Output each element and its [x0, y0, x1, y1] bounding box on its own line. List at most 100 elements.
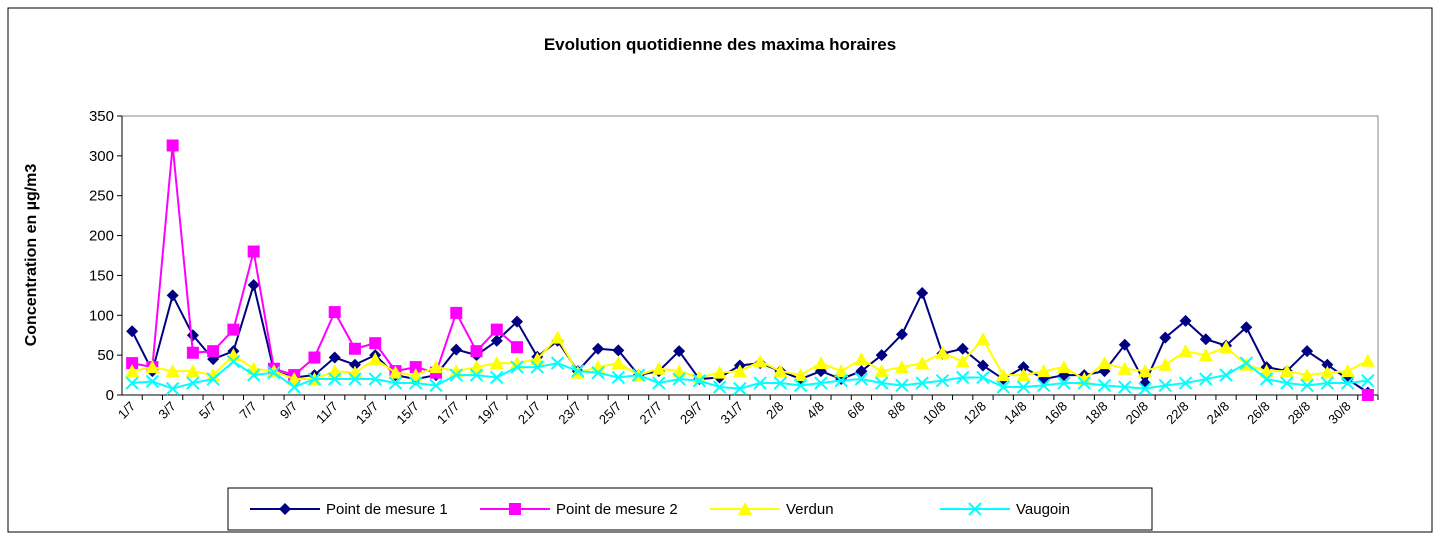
y-tick-label: 50: [97, 347, 114, 364]
data-point: [1138, 381, 1152, 396]
data-point: [1057, 376, 1071, 390]
plot-area: [121, 115, 1379, 396]
data-point: [956, 342, 969, 355]
data-point: [186, 376, 200, 390]
data-point: [489, 356, 504, 370]
data-point: [1361, 373, 1375, 388]
data-point: [976, 370, 990, 385]
data-point: [429, 378, 443, 393]
data-point: [874, 364, 889, 378]
data-point: [935, 345, 950, 359]
data-point: [996, 368, 1011, 382]
data-point: [247, 245, 260, 258]
data-point: [348, 342, 361, 355]
data-point: [1219, 340, 1234, 354]
data-point: [510, 360, 524, 374]
data-point: [165, 381, 180, 396]
data-point: [166, 139, 179, 152]
data-point: [530, 352, 545, 366]
data-point: [1117, 361, 1132, 375]
y-tick-label: 300: [89, 148, 114, 165]
data-point: [469, 368, 484, 382]
data-point: [875, 349, 888, 362]
data-point: [1259, 364, 1274, 378]
legend-marker: [509, 503, 521, 515]
data-point: [449, 364, 464, 378]
data-point: [1300, 368, 1315, 382]
data-point: [186, 346, 199, 359]
data-point: [368, 352, 383, 366]
data-point: [1077, 372, 1092, 386]
data-point: [1179, 314, 1192, 327]
data-point: [1340, 364, 1355, 378]
data-point: [915, 356, 930, 370]
data-point: [490, 370, 504, 385]
data-point: [753, 376, 767, 390]
y-tick-label: 350: [89, 108, 114, 125]
data-point: [550, 330, 565, 344]
data-point: [834, 364, 849, 378]
data-point: [409, 361, 422, 374]
legend-label: Vaugoin: [1016, 501, 1070, 518]
data-point: [1097, 378, 1112, 393]
data-point: [1360, 353, 1375, 367]
data-point: [125, 376, 139, 390]
chart-title: Evolution quotidienne des maxima horaire…: [544, 35, 896, 54]
data-point: [409, 376, 423, 390]
data-point: [915, 376, 929, 390]
data-point: [145, 374, 160, 389]
data-point: [1280, 376, 1294, 390]
data-point: [855, 365, 868, 378]
data-point: [1158, 357, 1173, 371]
data-point: [976, 359, 989, 372]
data-point: [206, 372, 220, 386]
data-point: [125, 364, 140, 378]
data-point: [369, 337, 382, 350]
data-point: [145, 360, 160, 374]
data-point: [450, 343, 463, 356]
data-point: [206, 368, 221, 382]
data-point: [165, 364, 180, 378]
data-point: [1138, 364, 1153, 378]
data-point: [955, 354, 970, 368]
data-point: [1279, 364, 1294, 378]
data-point: [935, 373, 950, 388]
data-point: [1198, 348, 1213, 362]
data-point: [834, 373, 848, 388]
data-point: [126, 325, 139, 338]
data-point: [793, 378, 808, 393]
data-point: [854, 372, 869, 386]
data-point: [651, 361, 666, 375]
data-point: [673, 345, 686, 358]
data-point: [226, 354, 241, 369]
data-point: [267, 365, 281, 380]
data-point: [732, 364, 747, 378]
legend-label: Verdun: [786, 501, 834, 518]
data-point: [1199, 372, 1213, 386]
data-point: [611, 356, 626, 370]
data-point: [1036, 364, 1051, 378]
y-tick-label: 100: [89, 307, 114, 324]
data-point: [1016, 368, 1031, 382]
data-point: [246, 368, 261, 382]
legend-marker: [968, 502, 982, 516]
data-point: [672, 372, 686, 386]
data-point: [895, 378, 909, 393]
data-point: [550, 356, 565, 370]
data-point: [511, 315, 524, 328]
data-point: [773, 376, 788, 390]
data-point: [348, 358, 361, 371]
y-tick-label: 250: [89, 188, 114, 205]
data-point: [591, 365, 605, 380]
data-point: [429, 360, 443, 374]
data-point: [733, 381, 747, 396]
y-tick-label: 150: [89, 267, 114, 284]
data-point: [672, 364, 687, 378]
data-point: [490, 334, 503, 347]
data-point: [510, 356, 525, 370]
data-point: [652, 376, 666, 390]
data-point: [388, 365, 403, 379]
data-point: [1016, 380, 1031, 394]
data-point: [126, 357, 139, 370]
